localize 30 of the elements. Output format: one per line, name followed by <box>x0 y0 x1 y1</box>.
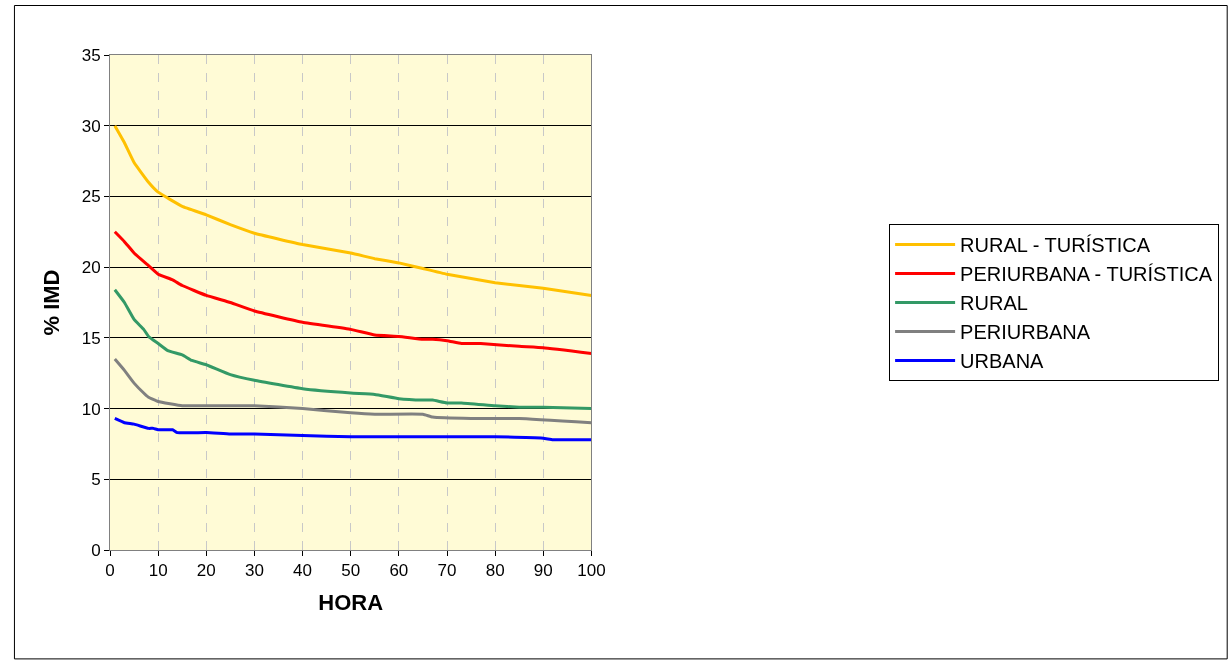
line-series <box>113 124 592 297</box>
legend-label: RURAL <box>960 292 1028 315</box>
line-series <box>113 230 592 355</box>
x-tick-label: 50 <box>341 561 361 581</box>
y-tick-label: 25 <box>81 187 101 207</box>
y-axis-title: % IMD <box>39 269 65 336</box>
y-tick-label: 0 <box>91 540 101 560</box>
x-tick-label: 30 <box>244 561 264 581</box>
x-tick-label: 70 <box>437 561 457 581</box>
line-series <box>113 416 592 442</box>
line-series <box>113 288 592 411</box>
legend-label: RURAL - TURÍSTICA <box>960 234 1151 257</box>
x-tick-label: 60 <box>389 561 409 581</box>
x-tick-label: 80 <box>485 561 505 581</box>
y-tick-label: 15 <box>81 328 101 348</box>
y-tick-label: 10 <box>81 399 101 419</box>
x-tick-label: 40 <box>293 561 313 581</box>
x-tick-label: 10 <box>148 561 168 581</box>
x-tick-label: 20 <box>196 561 216 581</box>
y-tick-label: 35 <box>81 45 101 65</box>
x-axis-title: HORA <box>318 590 384 616</box>
y-tick-label: 30 <box>81 116 101 136</box>
legend-label: URBANA <box>960 350 1045 373</box>
y-tick-label: 5 <box>91 470 101 490</box>
x-tick-label: 0 <box>105 561 115 581</box>
x-tick-label: 100 <box>577 561 606 581</box>
x-tick-label: 90 <box>533 561 553 581</box>
y-tick-label: 20 <box>81 258 101 278</box>
legend-label: PERIURBANA <box>960 321 1091 344</box>
legend-label: PERIURBANA - TURÍSTICA <box>960 263 1213 286</box>
